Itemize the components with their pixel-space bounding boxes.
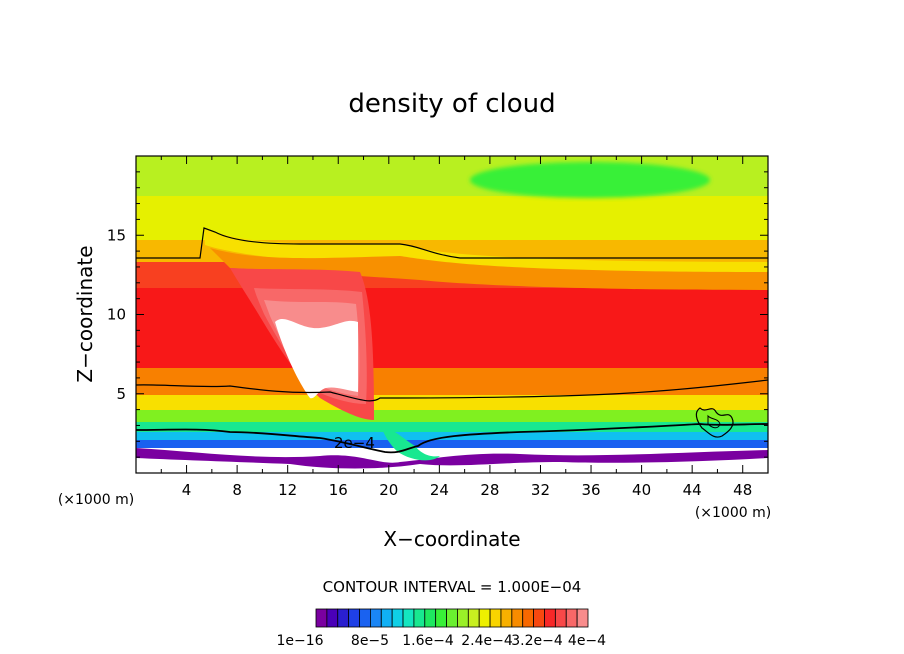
contour-lines <box>136 227 768 454</box>
colorbar-swatch <box>315 608 328 628</box>
colorbar-swatch <box>337 608 350 628</box>
colorbar-label: 3.2e−4 <box>511 633 563 649</box>
colorbar-swatch <box>326 608 339 628</box>
colorbar-swatch <box>446 608 458 628</box>
colorbar-swatch <box>533 608 545 628</box>
x-tick-label: 36 <box>581 481 600 499</box>
field-plume-yellow <box>204 228 768 276</box>
colorbar-swatch <box>435 608 447 628</box>
x-tick-label: 16 <box>329 481 348 499</box>
colorbar-swatch <box>544 608 556 628</box>
x-unit-right: (×1000 m) <box>695 505 771 521</box>
contour-eddy <box>695 407 734 438</box>
x-tick-label: 4 <box>182 481 192 499</box>
colorbar-swatch <box>457 608 469 628</box>
x-axis-label: X−coordinate <box>383 527 520 551</box>
field-purple-fringe <box>136 448 768 469</box>
field-lower-green <box>136 410 768 424</box>
colorbar-label: 8e−5 <box>351 633 389 649</box>
x-tick-label: 24 <box>430 481 449 499</box>
field-lower-orange <box>136 368 768 398</box>
colorbar-swatch <box>500 608 513 628</box>
colorbar-swatch <box>565 608 578 628</box>
x-tick-label: 28 <box>480 481 499 499</box>
field-downdraft-green <box>380 424 440 461</box>
y-tick-label: 5 <box>116 385 126 403</box>
contour-eddy-inner <box>707 414 721 429</box>
x-tick-label: 20 <box>379 481 398 499</box>
x-tick-label: 44 <box>683 481 702 499</box>
contour-2e-4 <box>136 423 768 454</box>
contour-mid <box>136 379 768 402</box>
colorbar-swatch <box>489 608 502 628</box>
colorbar-swatch <box>413 608 426 628</box>
colorbar-swatch <box>359 608 371 628</box>
y-axis-label: Z−coordinate <box>73 245 97 382</box>
colorbar-swatch <box>511 608 524 628</box>
contour-upper <box>136 227 768 259</box>
field-lower-blue <box>136 440 768 450</box>
colorbar-swatch <box>478 608 491 628</box>
x-tick-label: 12 <box>278 481 297 499</box>
colorbar-label: 1e−16 <box>276 633 323 649</box>
colorbar-swatch <box>402 608 415 628</box>
colorbar <box>315 608 589 628</box>
heatmap-field <box>136 156 768 473</box>
colorbar-swatch <box>424 608 437 628</box>
field-core-max <box>275 318 358 399</box>
x-unit-left: (×1000 m) <box>58 492 134 508</box>
colorbar-label: 1.6e−4 <box>402 633 454 649</box>
x-tick-label: 40 <box>632 481 651 499</box>
colorbar-swatch <box>554 608 567 628</box>
y-tick-label: 15 <box>107 226 126 244</box>
colorbar-label: 4e−4 <box>568 633 606 649</box>
x-tick-label: 8 <box>232 481 242 499</box>
colorbar-swatch <box>391 608 404 628</box>
field-deep-red-band <box>136 288 768 378</box>
colorbar-label: 2.4e−4 <box>461 633 513 649</box>
field-green-blob <box>470 162 710 198</box>
colorbar-swatch <box>380 608 393 628</box>
field-lower-teal <box>136 422 768 434</box>
x-tick-label: 32 <box>531 481 550 499</box>
field-lower-yellow <box>136 395 768 413</box>
colorbar-labels: 1e−16 8e−5 1.6e−4 2.4e−43.2e−4 4e−4 <box>276 633 606 649</box>
colorbar-swatch <box>576 608 589 628</box>
field-plume-orange <box>210 248 768 290</box>
colorbar-swatch <box>369 608 382 628</box>
contour-interval-label: CONTOUR INTERVAL = 1.000E−04 <box>323 578 582 596</box>
x-tick-label: 48 <box>733 481 752 499</box>
colorbar-swatch <box>467 608 480 628</box>
y-tick-label: 10 <box>107 306 126 324</box>
colorbar-swatch <box>348 608 360 628</box>
chart-title: density of cloud <box>348 89 555 119</box>
contour-label: 2e−4 <box>334 434 375 452</box>
colorbar-swatch <box>522 608 534 628</box>
